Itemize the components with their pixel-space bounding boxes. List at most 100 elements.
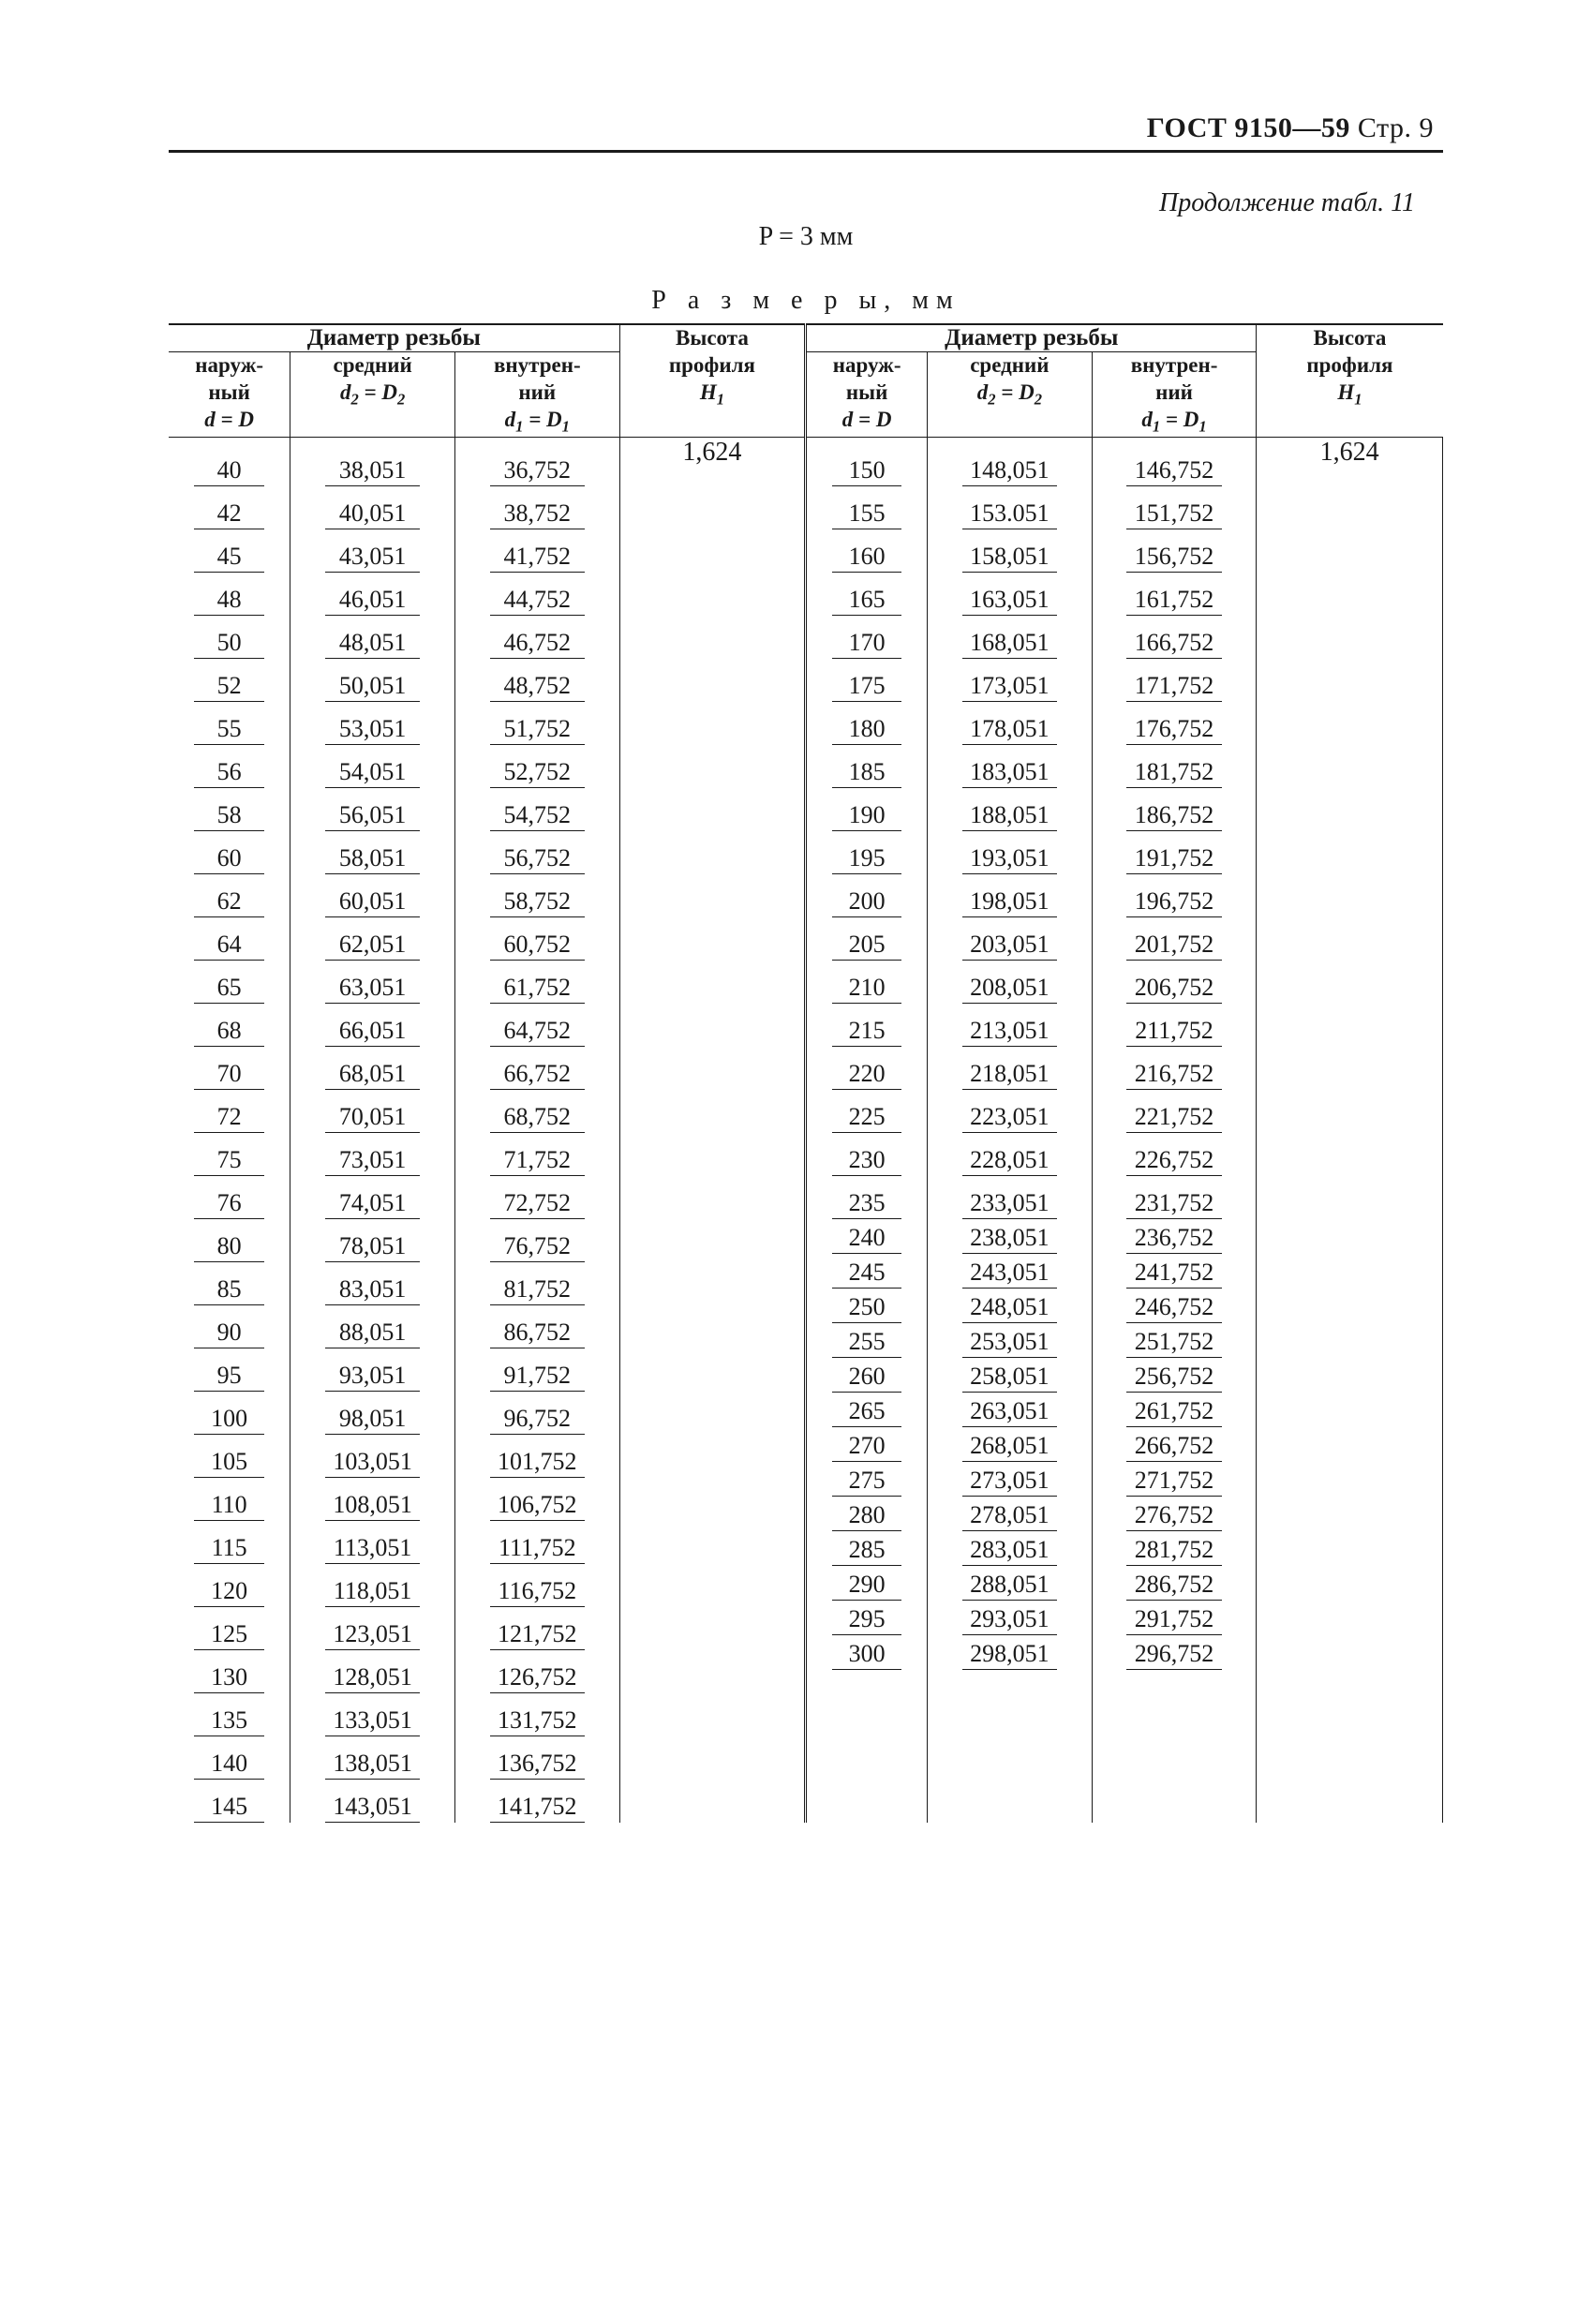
table-cell: 50 — [194, 629, 264, 659]
table-cell: 153.051 — [962, 499, 1057, 529]
table-row: 241,752 — [1093, 1254, 1257, 1289]
table-cell: 62 — [194, 887, 264, 917]
table-row: 143,051 — [290, 1780, 454, 1823]
table-row: 111,752 — [455, 1521, 619, 1564]
table-row: 60,051 — [290, 874, 454, 917]
table-cell: 168,051 — [962, 629, 1057, 659]
table-cell: 81,752 — [490, 1275, 585, 1305]
data-col-left-d: 4042454850525556586062646568707275768085… — [169, 437, 290, 1823]
table-row: 160 — [807, 529, 927, 573]
table-row: 73,051 — [290, 1133, 454, 1176]
col-group-diameter-left: Диаметр резьбы — [169, 324, 619, 352]
table-row: 40,051 — [290, 486, 454, 529]
table-cell: 73,051 — [325, 1146, 420, 1176]
table-cell: 268,051 — [962, 1432, 1057, 1462]
table-cell: 135 — [194, 1706, 264, 1736]
table-row: 251,752 — [1093, 1323, 1257, 1358]
table-cell: 38,051 — [325, 456, 420, 486]
table-cell: 125 — [194, 1620, 264, 1650]
table-row: 176,752 — [1093, 702, 1257, 745]
table-cell: 126,752 — [490, 1663, 585, 1693]
table-row: 276,752 — [1093, 1497, 1257, 1531]
table-row: 298,051 — [928, 1635, 1092, 1670]
table-cell: 100 — [194, 1405, 264, 1435]
table-row: 113,051 — [290, 1521, 454, 1564]
table-row: 226,752 — [1093, 1133, 1257, 1176]
table-row: 185 — [807, 745, 927, 788]
table-cell: 195 — [832, 844, 901, 874]
table-row: 65 — [169, 961, 290, 1004]
table-cell: 45 — [194, 543, 264, 573]
col-middle-left: средний d2 = D2 — [290, 352, 455, 438]
table-row: 54,752 — [455, 788, 619, 831]
table-row: 72 — [169, 1090, 290, 1133]
table-cell: 176,752 — [1126, 715, 1221, 745]
table-row: 135 — [169, 1693, 290, 1736]
table-row: 155 — [807, 486, 927, 529]
table-row: 103,051 — [290, 1435, 454, 1478]
table-cell: 131,752 — [490, 1706, 585, 1736]
table-row: 213,051 — [928, 1004, 1092, 1047]
table-cell: 48 — [194, 586, 264, 616]
page-number: Стр. 9 — [1358, 112, 1434, 143]
table-cell: 255 — [832, 1328, 901, 1358]
table-row: 118,051 — [290, 1564, 454, 1607]
table-row: 178,051 — [928, 702, 1092, 745]
table-row: 243,051 — [928, 1254, 1092, 1289]
data-col-right-d1: 146,752151,752156,752161,752166,752171,7… — [1092, 437, 1257, 1823]
table-row: 260 — [807, 1358, 927, 1393]
col-inner-label-r: внутрен-ний — [1131, 353, 1218, 404]
table-row: 263,051 — [928, 1393, 1092, 1427]
table-row: 215 — [807, 1004, 927, 1047]
table-row: 293,051 — [928, 1601, 1092, 1635]
table-cell: 275 — [832, 1467, 901, 1497]
table-cell: 113,051 — [325, 1534, 420, 1564]
table-row: 208,051 — [928, 961, 1092, 1004]
table-cell: 78,051 — [325, 1232, 420, 1262]
table-row: 80 — [169, 1219, 290, 1262]
table-cell: 50,051 — [325, 672, 420, 702]
table-cell: 53,051 — [325, 715, 420, 745]
table-row: 72,752 — [455, 1176, 619, 1219]
table-row: 175 — [807, 659, 927, 702]
col-inner-left: внутрен-ний d1 = D1 — [454, 352, 619, 438]
table-cell: 201,752 — [1126, 931, 1221, 961]
table-cell: 83,051 — [325, 1275, 420, 1305]
table-row: 188,051 — [928, 788, 1092, 831]
table-cell: 150 — [832, 456, 901, 486]
table-row: 291,752 — [1093, 1601, 1257, 1635]
table-row: 63,051 — [290, 961, 454, 1004]
table-cell: 163,051 — [962, 586, 1057, 616]
table-cell: 116,752 — [490, 1577, 585, 1607]
table-row: 123,051 — [290, 1607, 454, 1650]
table-cell: 66,752 — [490, 1060, 585, 1090]
table-cell: 260 — [832, 1363, 901, 1393]
table-row: 108,051 — [290, 1478, 454, 1521]
table-cell: 106,752 — [490, 1491, 585, 1521]
table-cell: 46,051 — [325, 586, 420, 616]
table-cell: 225 — [832, 1103, 901, 1133]
table-row: 258,051 — [928, 1358, 1092, 1393]
table-cell: 173,051 — [962, 672, 1057, 702]
table-row: 91,752 — [455, 1348, 619, 1392]
table-cell: 93,051 — [325, 1362, 420, 1392]
table-row: 86,752 — [455, 1305, 619, 1348]
table-row: 41,752 — [455, 529, 619, 573]
table-cell: 64 — [194, 931, 264, 961]
table-row: 121,752 — [455, 1607, 619, 1650]
table-row: 66,051 — [290, 1004, 454, 1047]
table-row: 85 — [169, 1262, 290, 1305]
col-outer-label-r: наруж-ный — [833, 353, 901, 404]
table-cell: 58,051 — [325, 844, 420, 874]
table-cell: 64,752 — [490, 1017, 585, 1047]
table-cell: 54,752 — [490, 801, 585, 831]
table-row: 141,752 — [455, 1780, 619, 1823]
table-cell: 70 — [194, 1060, 264, 1090]
table-cell: 206,752 — [1126, 974, 1221, 1004]
table-cell: 288,051 — [962, 1571, 1057, 1601]
table-row: 218,051 — [928, 1047, 1092, 1090]
table-row: 110 — [169, 1478, 290, 1521]
table-cell: 71,752 — [490, 1146, 585, 1176]
table-cell: 58 — [194, 801, 264, 831]
table-row: 278,051 — [928, 1497, 1092, 1531]
